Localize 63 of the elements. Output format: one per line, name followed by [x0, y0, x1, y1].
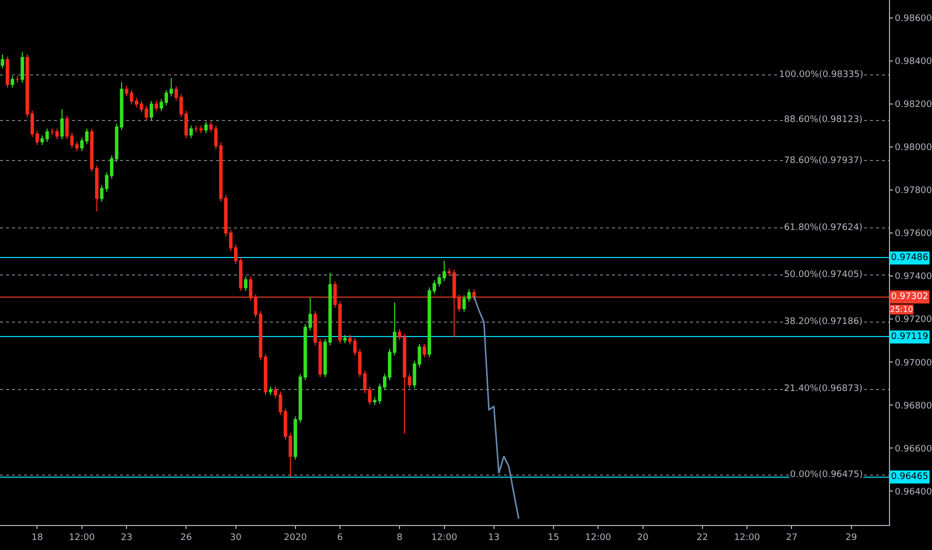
candlestick — [194, 125, 198, 133]
candlestick — [16, 76, 20, 84]
ref-line-label: 0.97486 — [891, 253, 928, 263]
x-tick-label: 23 — [120, 532, 132, 543]
ref-line-label: 38.20%(0.97186) — [784, 317, 863, 327]
x-tick-label: 18 — [32, 532, 44, 543]
candlestick — [10, 76, 14, 88]
candlestick — [50, 128, 54, 136]
candlestick — [150, 100, 154, 121]
candlestick — [472, 288, 476, 300]
x-tick-label: 2020 — [284, 532, 308, 543]
x-tick-label: 12:00 — [431, 532, 458, 543]
ref-line-label: 100.00%(0.98335) — [779, 70, 864, 80]
y-tick-label: 0.97400 — [894, 272, 932, 282]
x-tick-label: 8 — [396, 532, 403, 543]
ref-line-label: 88.60%(0.98123) — [784, 115, 863, 125]
line-series — [473, 296, 520, 520]
ref-line-label: 61.80%(0.97624) — [784, 223, 863, 233]
candlestick — [204, 121, 208, 134]
ref-line-label: 50.00%(0.97405) — [784, 270, 863, 280]
candlestick — [60, 108, 64, 140]
candlestick — [244, 276, 248, 292]
y-tick-label: 0.98600 — [894, 14, 932, 24]
ref-line-label: 0.97119 — [891, 332, 928, 342]
x-tick-label: 29 — [846, 532, 858, 543]
candlestick — [6, 56, 10, 88]
x-tick-label: 12:00 — [68, 532, 96, 543]
candlestick — [0, 54, 4, 69]
y-tick-label: 0.97200 — [894, 315, 932, 326]
y-tick-label: 0.96400 — [894, 487, 932, 498]
x-tick-label: 22 — [696, 532, 708, 543]
text: 25:10 — [890, 305, 914, 314]
y-tick-label: 0.97600 — [894, 229, 932, 240]
x-tick-label: 15 — [548, 532, 560, 543]
y-tick-label: 0.96600 — [894, 444, 932, 454]
ref-line-label: 21.40%(0.96873) — [784, 384, 863, 394]
x-tick-label: 12:00 — [585, 532, 612, 543]
candlestick — [55, 128, 59, 140]
y-tick-label: 0.98000 — [894, 143, 932, 154]
y-tick-label: 0.96800 — [894, 401, 932, 412]
x-tick-label: 12:00 — [734, 532, 760, 543]
x-tick-label: 27 — [786, 532, 798, 543]
candlestick — [343, 334, 347, 344]
ref-line-label: 0.97302 — [891, 292, 928, 302]
ref-line-label: 0.00%(0.96475) — [790, 470, 863, 480]
candlestick — [422, 343, 426, 358]
x-tick-label: 6 — [337, 532, 344, 543]
y-tick-label: 0.98400 — [894, 57, 932, 68]
y-tick-label: 0.97000 — [894, 358, 932, 368]
ref-line-label: 78.60%(0.97937) — [784, 156, 863, 166]
x-tick-label: 20 — [637, 532, 649, 543]
candlestick — [268, 386, 272, 396]
x-tick-label: 26 — [180, 532, 192, 543]
x-tick-label: 30 — [230, 532, 242, 543]
candlestick — [154, 100, 158, 112]
candlestick — [65, 115, 69, 140]
x-tick-label: 13 — [488, 532, 500, 543]
candlestick — [189, 125, 193, 139]
y-tick-label: 0.97800 — [894, 186, 932, 196]
candlestick — [199, 125, 203, 134]
y-tick-label: 0.98200 — [894, 100, 932, 110]
candlestick — [20, 52, 24, 84]
ref-line-label: 0.96465 — [891, 472, 928, 482]
